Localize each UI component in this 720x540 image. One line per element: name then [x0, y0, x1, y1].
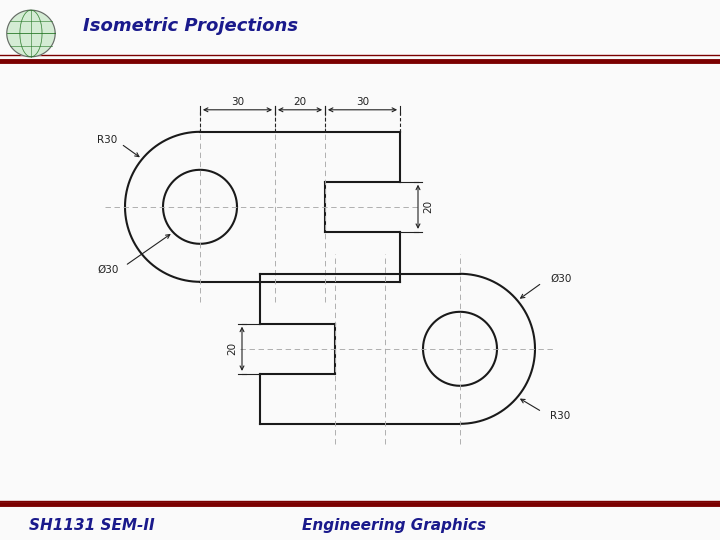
Text: 20: 20: [227, 342, 237, 355]
Text: Isometric Projections: Isometric Projections: [83, 17, 298, 35]
Text: 30: 30: [356, 97, 369, 107]
Text: R30: R30: [97, 135, 117, 145]
Text: SH1131 SEM-II: SH1131 SEM-II: [29, 518, 154, 534]
Text: Engineering Graphics: Engineering Graphics: [302, 518, 487, 534]
Text: Ø30: Ø30: [550, 274, 572, 284]
Text: 30: 30: [231, 97, 244, 107]
Text: Ø30: Ø30: [97, 265, 118, 275]
Text: 20: 20: [423, 200, 433, 213]
Polygon shape: [6, 10, 55, 57]
Text: 20: 20: [294, 97, 307, 107]
Text: R30: R30: [550, 411, 570, 421]
